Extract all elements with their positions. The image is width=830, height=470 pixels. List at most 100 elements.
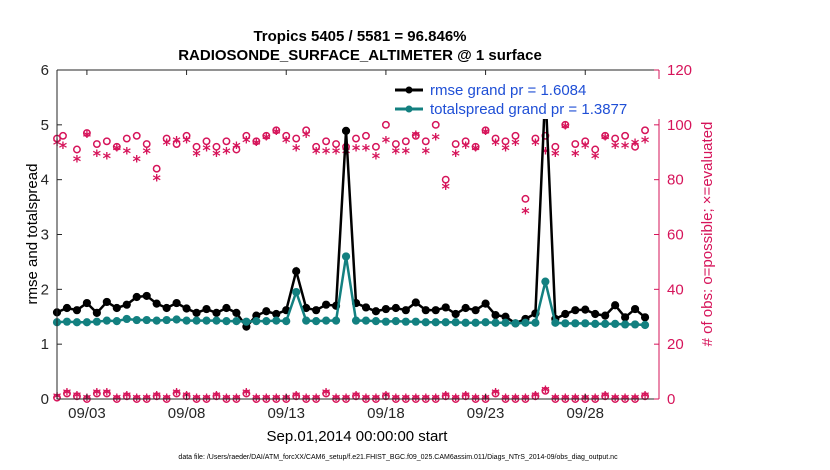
obs-evaluated-point: * (362, 141, 371, 160)
obs-evaluated-point: * (471, 141, 480, 160)
spread-point (511, 319, 520, 328)
obs-possible-point (371, 142, 380, 151)
obs-evaluated-point: * (412, 127, 421, 146)
axes-layer: Sep.01,2014 00:00:00 start rmse and tota… (24, 62, 716, 445)
spread-point (222, 317, 231, 326)
spread-point (621, 320, 630, 329)
obs-evaluated-point: * (73, 151, 82, 170)
rmse-point (411, 298, 420, 307)
obs-evaluated-point: * (232, 138, 241, 157)
rmse-point (212, 308, 221, 318)
obs-evaluated-point: * (133, 151, 142, 170)
y-tick-label-right: 80 (667, 172, 684, 189)
obs-low-point (541, 386, 550, 395)
obs-possible-point (252, 137, 261, 146)
y-tick-label-left: 0 (41, 391, 49, 408)
rmse-point (381, 304, 391, 314)
obs-possible-point (112, 142, 121, 151)
spread-point (182, 316, 191, 325)
obs-possible-point (312, 142, 321, 151)
obs-possible-point (192, 142, 201, 151)
spread-point (481, 318, 490, 327)
spread-point (491, 318, 500, 327)
rmse-point (401, 306, 410, 315)
obs-low-evaluated-point: * (152, 387, 161, 406)
spread-point (351, 316, 361, 325)
obs-evaluated-point: * (312, 143, 321, 162)
obs-evaluated-point: * (631, 135, 640, 154)
rmse-point (561, 309, 570, 319)
obs-low-point (172, 389, 181, 398)
obs-low-evaluated-point: * (461, 387, 470, 406)
obs-low-evaluated-point: * (292, 387, 301, 406)
spread-point (192, 316, 201, 325)
spread-point (371, 317, 381, 326)
obs-low-point (322, 389, 331, 398)
spread-point (162, 315, 171, 325)
obs-possible-point (511, 131, 520, 140)
rmse-point (361, 303, 371, 312)
obs-low-evaluated-point: * (352, 387, 361, 406)
spread-point (212, 316, 221, 325)
obs-evaluated-point: * (551, 146, 560, 165)
data-file-footer: data file: /Users/raeder/DAI/ATM_forcXX/… (178, 454, 618, 461)
spread-point (82, 318, 92, 327)
obs-evaluated-point: * (143, 143, 152, 162)
spread-point (601, 319, 610, 328)
y-tick-label-right: 100 (667, 117, 692, 134)
rmse-point (192, 308, 201, 318)
obs-possible-point (59, 131, 67, 140)
obs-evaluated-point: * (571, 146, 580, 165)
plot-background (57, 70, 659, 399)
obs-evaluated-point: * (591, 149, 600, 168)
obs-evaluated-point: * (382, 132, 391, 151)
obs-evaluated-point: * (322, 143, 331, 162)
obs-possible-point (531, 134, 540, 143)
legend-marker-spread (405, 105, 413, 113)
rmse-point (391, 303, 400, 313)
obs-low-evaluated-point: * (601, 387, 610, 406)
rmse-point (581, 305, 590, 314)
obs-possible-point (421, 137, 430, 146)
rmse-point (571, 306, 580, 315)
obs-possible-point (82, 129, 91, 138)
obs-possible-point (212, 142, 221, 151)
spread-point (232, 317, 241, 326)
obs-possible-point (132, 131, 141, 140)
spread-point (102, 316, 111, 325)
obs-low-evaluated-point: * (123, 387, 132, 406)
spread-point (421, 318, 430, 327)
rmse-point (481, 299, 490, 308)
obs-evaluated-point: * (152, 171, 161, 190)
obs-evaluated-point: * (641, 132, 650, 151)
obs-low-evaluated-point: * (641, 387, 650, 406)
rmse-point (461, 303, 470, 313)
obs-evaluated-point: * (422, 143, 431, 162)
obs-possible-point (621, 131, 630, 140)
obs-evaluated-point: * (481, 124, 490, 143)
spread-point (451, 318, 460, 327)
spread-point (202, 316, 211, 325)
obs-evaluated-point: * (541, 143, 550, 162)
rmse-point (92, 308, 101, 318)
obs-evaluated-point: * (352, 141, 361, 160)
obs-low-evaluated-point: * (531, 387, 540, 406)
obs-possible-point (242, 131, 251, 140)
y-axis-label-left: rmse and totalspread (24, 164, 41, 305)
rmse-point (441, 303, 450, 312)
spread-point (441, 318, 450, 327)
obs-possible-point (302, 126, 311, 135)
obs-low-evaluated-point: * (93, 385, 102, 404)
spread-point (561, 319, 570, 328)
obs-evaluated-point: * (262, 130, 271, 149)
rmse-point (202, 304, 211, 314)
spread-point (302, 316, 311, 325)
obs-evaluated-point: * (332, 143, 341, 162)
obs-low-evaluated-point: * (73, 387, 82, 406)
obs-low-evaluated-point: * (541, 382, 550, 401)
obs-evaluated-point: * (83, 127, 92, 146)
x-tick-label: 09/28 (566, 405, 604, 422)
rmse-point (72, 306, 82, 315)
obs-possible-point (162, 134, 171, 143)
